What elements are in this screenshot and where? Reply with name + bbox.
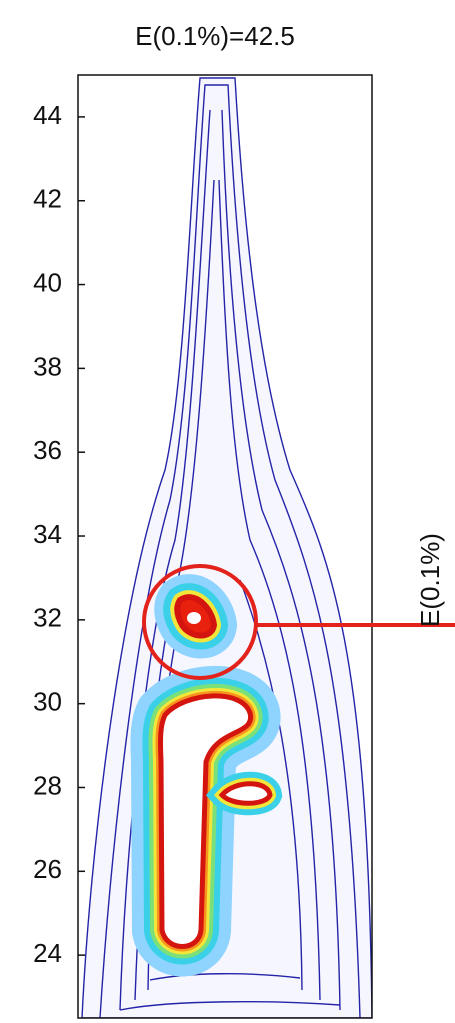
plot-frame	[77, 74, 373, 1019]
y-axis-label: E(0.1%)	[415, 533, 445, 627]
y-tick-label: 34	[33, 519, 62, 549]
density-halo	[160, 597, 270, 946]
y-tick-label: 36	[33, 435, 62, 465]
density-contours	[81, 77, 372, 1018]
y-tick-label: 30	[33, 687, 62, 717]
y-tick-label: 32	[33, 603, 62, 633]
y-tick-label: 28	[33, 770, 62, 800]
y-tick-label: 24	[33, 938, 62, 968]
y-tick-label: 26	[33, 854, 62, 884]
y-tick-label: 40	[33, 267, 62, 297]
y-tick-label: 42	[33, 184, 62, 214]
y-tick-label: 44	[33, 100, 62, 130]
y-tick-label: 38	[33, 351, 62, 381]
chart-title: E(0.1%)=42.5	[135, 21, 295, 51]
highlight-circle	[142, 564, 258, 680]
